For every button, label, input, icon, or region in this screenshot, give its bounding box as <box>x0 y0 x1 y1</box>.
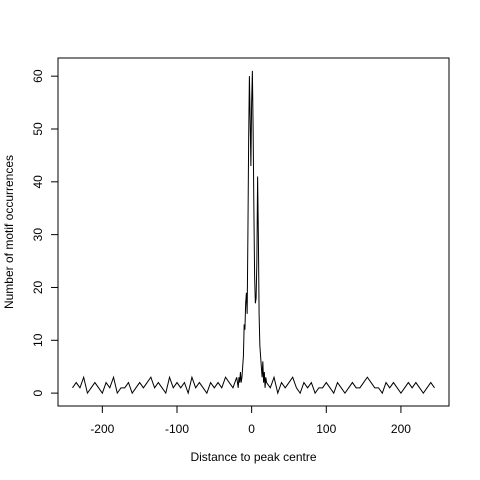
y-tick-label: 60 <box>31 69 45 83</box>
x-tick-label: 200 <box>391 422 411 436</box>
y-tick-label: 40 <box>31 175 45 189</box>
y-tick-label: 50 <box>31 122 45 136</box>
y-tick-label: 0 <box>31 389 45 396</box>
y-axis-label: Number of motif occurrences <box>2 155 16 309</box>
x-tick-label: 0 <box>248 422 255 436</box>
x-tick-label: -200 <box>90 422 114 436</box>
x-axis-label: Distance to peak centre <box>190 450 316 464</box>
y-tick-label: 20 <box>31 280 45 294</box>
y-tick-label: 30 <box>31 228 45 242</box>
data-line <box>72 70 435 395</box>
x-tick-label: -100 <box>165 422 189 436</box>
plot-box <box>57 57 450 407</box>
x-tick-label: 100 <box>316 422 336 436</box>
y-tick-label: 10 <box>31 333 45 347</box>
